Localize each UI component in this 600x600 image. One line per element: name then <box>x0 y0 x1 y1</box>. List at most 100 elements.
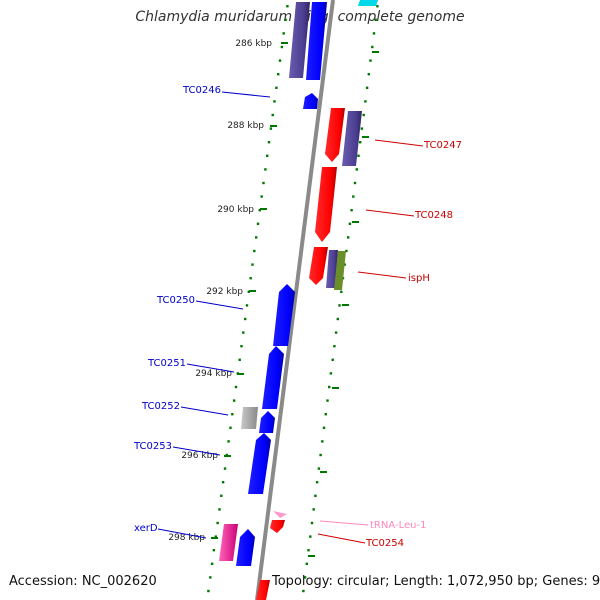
gene-label-tc0248[interactable]: TC0248 <box>414 210 453 221</box>
ring-dot <box>264 168 267 171</box>
gene-trna-leu-1[interactable] <box>273 511 287 518</box>
forward-strand-features <box>256 0 378 600</box>
gene-isph-slate[interactable] <box>326 250 338 288</box>
gene-tc0250[interactable] <box>273 284 295 346</box>
ring-dot <box>360 127 364 130</box>
ring-dot <box>229 426 232 429</box>
ring-dot <box>251 263 254 266</box>
right-gene-labels: TC0247 TC0248 ispH tRNA-Leu-1 TC0254 <box>317 139 462 549</box>
ring-dot <box>355 168 358 171</box>
gene-label-tc0253[interactable]: TC0253 <box>133 441 172 452</box>
ring-dot <box>303 576 307 579</box>
accession-text: Accession: NC_002620 <box>9 574 157 589</box>
gene-xerd[interactable] <box>236 529 255 566</box>
ring-dot <box>216 521 219 525</box>
ring-dot <box>357 154 360 157</box>
ring-dot <box>307 549 310 552</box>
ring-dot <box>249 277 252 280</box>
ring-dot <box>247 290 250 293</box>
ring-dot <box>262 181 265 185</box>
scale-label: 288 kbp <box>227 121 264 131</box>
scale-label: 296 kbp <box>181 451 218 461</box>
gene-tc0251[interactable] <box>262 346 284 409</box>
ring-dot <box>352 195 355 198</box>
ring-dot <box>273 100 276 103</box>
genome-backbone <box>255 0 335 600</box>
gene-tc0247[interactable] <box>342 111 362 166</box>
ring-dot <box>282 32 285 35</box>
gene-top-left-1[interactable] <box>289 2 310 78</box>
ring-dot <box>209 576 212 579</box>
ring-dot <box>244 317 247 321</box>
gene-bottom-red[interactable] <box>256 580 270 600</box>
label-leader <box>317 533 366 544</box>
ring-dot <box>343 263 346 266</box>
genome-summary-text: Topology: circular; Length: 1,072,950 bp… <box>272 574 600 589</box>
scale-label: 294 kbp <box>195 369 232 379</box>
ring-dot <box>212 549 216 552</box>
ring-dot <box>371 45 374 49</box>
ring-dot <box>350 209 353 212</box>
ring-dot <box>328 385 331 389</box>
ring-dot <box>232 399 236 402</box>
ring-dot <box>253 249 256 253</box>
scale-labels: 286 kbp 288 kbp 290 kbp 292 kbp 294 kbp … <box>168 39 272 543</box>
gene-label-isph[interactable]: ispH <box>408 273 430 284</box>
gene-tc0252-gray[interactable] <box>241 407 258 429</box>
ring-dot <box>376 5 379 8</box>
ring-dot <box>322 426 326 429</box>
gene-label-tc0252[interactable]: TC0252 <box>141 401 180 412</box>
gene-label-tc0246[interactable]: TC0246 <box>182 85 221 96</box>
scale-label: 292 kbp <box>206 287 243 297</box>
ring-dot <box>321 440 324 443</box>
ring-dot <box>227 440 230 443</box>
ring-dot <box>231 413 234 416</box>
ring-dot <box>348 222 352 225</box>
gene-isph-olive[interactable] <box>334 251 346 290</box>
ring-dot <box>258 209 261 212</box>
ring-dot <box>256 222 260 225</box>
gene-tc0248[interactable] <box>315 167 337 242</box>
gene-tc0252[interactable] <box>259 411 275 433</box>
gene-tc0247-red[interactable] <box>325 108 345 162</box>
gene-tc0246[interactable] <box>303 93 318 109</box>
ring-dot <box>284 18 287 21</box>
ring-dot <box>365 86 369 89</box>
gene-label-tc0247[interactable]: TC0247 <box>423 140 462 151</box>
ring-dot <box>372 32 376 35</box>
gene-tc0253[interactable] <box>248 433 271 494</box>
ring-dot <box>234 385 238 389</box>
gene-label-tc0251[interactable]: TC0251 <box>147 358 186 369</box>
gene-label-trna-leu-1[interactable]: tRNA-Leu-1 <box>370 520 426 531</box>
label-leader <box>319 520 369 526</box>
ring-dot <box>347 236 350 239</box>
label-leader <box>357 271 407 279</box>
ring-dot <box>310 521 314 525</box>
ring-dot <box>305 562 308 565</box>
gene-label-xerd[interactable]: xerD <box>134 523 158 534</box>
gene-isph-red[interactable] <box>309 247 328 285</box>
scale-label: 298 kbp <box>168 533 205 543</box>
ring-dot <box>309 535 312 538</box>
gene-label-tc0254[interactable]: TC0254 <box>365 538 404 549</box>
ring-dot <box>331 358 334 361</box>
gene-tc0254[interactable] <box>270 520 285 533</box>
ring-dot <box>255 236 258 239</box>
ring-dot <box>362 113 365 117</box>
gene-top-right-cyan[interactable] <box>358 0 378 6</box>
ring-dot <box>319 453 322 457</box>
gene-top-left-2[interactable] <box>306 2 327 80</box>
ring-dot <box>269 127 273 130</box>
gene-label-tc0250[interactable]: TC0250 <box>156 295 195 306</box>
gene-xerd-magenta[interactable] <box>219 524 238 561</box>
ring-dot <box>353 181 357 185</box>
ring-dot <box>333 345 336 348</box>
label-leader <box>195 300 244 310</box>
ring-dot <box>340 290 343 293</box>
label-leader <box>221 91 271 98</box>
ring-dot <box>218 508 221 511</box>
ring-dot <box>245 304 249 307</box>
ring-dot <box>278 59 282 62</box>
ring-dot <box>302 589 305 593</box>
